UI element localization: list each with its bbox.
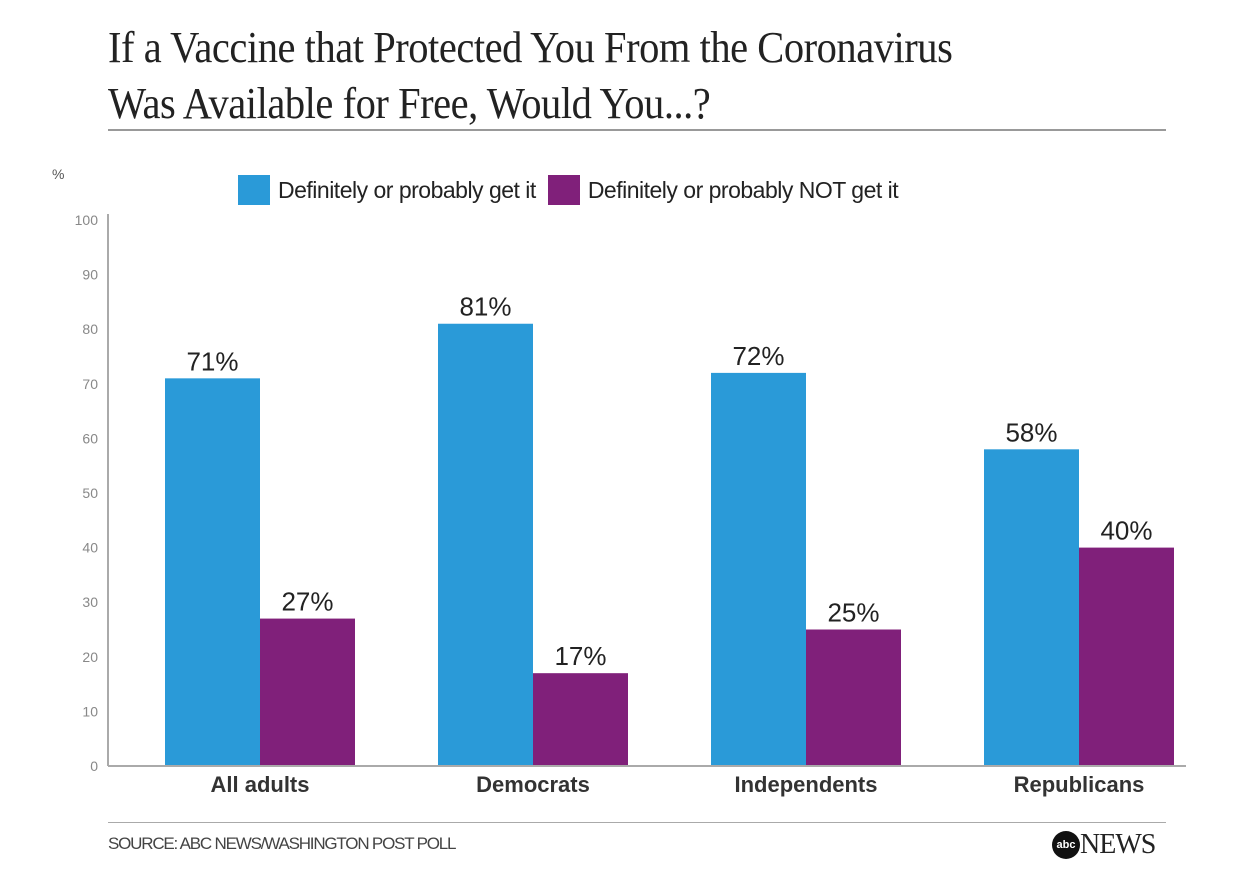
bar-value-label: 58% — [1005, 417, 1057, 447]
bar-get — [711, 372, 806, 766]
footer-divider — [108, 822, 1166, 823]
x-category-label: Democrats — [476, 772, 590, 797]
y-tick-label: 70 — [82, 376, 98, 392]
legend-label-not-get: Definitely or probably NOT get it — [587, 176, 899, 203]
bar-value-label: 17% — [554, 641, 606, 671]
chart-title-line-2: Was Available for Free, Would You...? — [108, 79, 711, 128]
title-divider — [108, 129, 1166, 131]
legend-swatch-get — [238, 175, 270, 205]
x-category-label: Independents — [734, 772, 877, 797]
bar-value-label: 40% — [1100, 516, 1152, 546]
legend-label-get: Definitely or probably get it — [278, 176, 536, 203]
bar-value-label: 71% — [186, 346, 238, 376]
y-tick-label: 10 — [82, 703, 98, 719]
bar-get — [984, 449, 1079, 766]
bar-not-get — [260, 618, 355, 766]
y-tick-label: 20 — [82, 649, 98, 665]
y-tick-label: 40 — [82, 540, 98, 556]
legend: Definitely or probably get it Definitely… — [238, 175, 910, 205]
bar-not-get — [533, 673, 628, 766]
bar-not-get — [1079, 547, 1174, 766]
legend-item-not-get: Definitely or probably NOT get it — [547, 175, 899, 205]
y-tick-label: 60 — [82, 430, 98, 446]
y-tick-label: 30 — [82, 594, 98, 610]
y-tick-label: 80 — [82, 321, 98, 337]
abc-news-logo: abc NEWS — [1052, 829, 1156, 861]
bar-value-label: 27% — [281, 587, 333, 617]
bar-get — [438, 323, 533, 766]
y-tick-label: 0 — [90, 758, 98, 774]
y-axis-unit: % — [52, 166, 65, 182]
bar-value-label: 72% — [732, 341, 784, 371]
x-category-label: Republicans — [1014, 772, 1145, 797]
source-note: SOURCE: ABC NEWS/WASHINGTON POST POLL — [108, 834, 457, 853]
legend-item-get: Definitely or probably get it — [238, 175, 536, 205]
bar-get — [165, 378, 260, 766]
abc-logo-text: NEWS — [1080, 829, 1156, 860]
legend-swatch-not-get — [547, 175, 580, 205]
bar-value-label: 25% — [827, 598, 879, 628]
abc-logo-mark: abc — [1052, 831, 1080, 859]
y-tick-label: 90 — [82, 267, 98, 283]
chart-title: If a Vaccine that Protected You From the… — [108, 20, 1120, 132]
chart-title-line-1: If a Vaccine that Protected You From the… — [108, 23, 953, 72]
y-tick-label: 100 — [75, 212, 99, 228]
x-category-label: All adults — [210, 772, 309, 797]
bar-value-label: 81% — [459, 292, 511, 322]
bar-not-get — [806, 629, 901, 766]
y-tick-label: 50 — [82, 485, 98, 501]
